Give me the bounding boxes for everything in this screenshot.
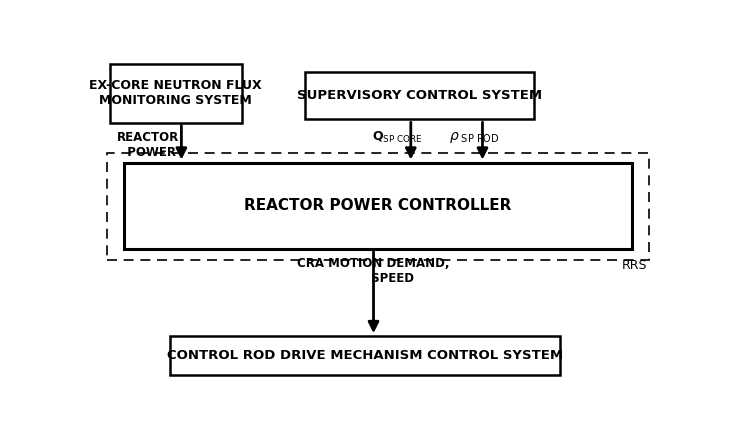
Text: EX-CORE NEUTRON FLUX
MONITORING SYSTEM: EX-CORE NEUTRON FLUX MONITORING SYSTEM bbox=[90, 79, 262, 107]
Text: $\rho_{\mathsf{\ SP\ ROD}}$: $\rho_{\mathsf{\ SP\ ROD}}$ bbox=[449, 130, 500, 146]
Bar bbox=[107, 153, 649, 260]
Bar bbox=[170, 336, 560, 375]
Text: REACTOR POWER CONTROLLER: REACTOR POWER CONTROLLER bbox=[244, 198, 511, 213]
Text: CRA MOTION DEMAND,
         SPEED: CRA MOTION DEMAND, SPEED bbox=[297, 257, 450, 285]
Text: SUPERVISORY CONTROL SYSTEM: SUPERVISORY CONTROL SYSTEM bbox=[297, 89, 542, 102]
Bar bbox=[110, 64, 241, 123]
Text: REACTOR
  POWER: REACTOR POWER bbox=[117, 131, 179, 159]
Text: $\mathbf{Q}_{\mathsf{SP\ CORE}}$: $\mathbf{Q}_{\mathsf{SP\ CORE}}$ bbox=[372, 130, 423, 146]
Text: RRS: RRS bbox=[622, 259, 648, 272]
Bar bbox=[124, 163, 632, 249]
Text: CONTROL ROD DRIVE MECHANISM CONTROL SYSTEM: CONTROL ROD DRIVE MECHANISM CONTROL SYST… bbox=[166, 349, 563, 362]
Bar bbox=[305, 72, 534, 119]
